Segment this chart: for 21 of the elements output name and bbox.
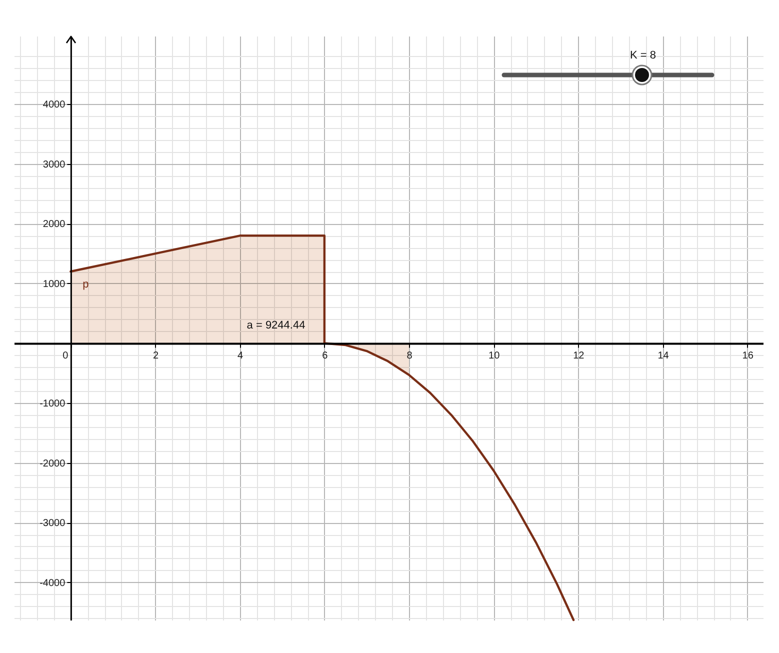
- y-tick-label: 4000: [42, 100, 66, 111]
- x-tick-label: 6: [322, 350, 328, 362]
- y-tick-label: -2000: [40, 458, 66, 470]
- line-series: [70, 234, 575, 622]
- annotation: K = 8: [630, 50, 656, 62]
- y-tick-label: -1000: [40, 398, 66, 410]
- annotation: a = 9244.44: [246, 320, 306, 332]
- x-tick-label: 4: [238, 350, 244, 362]
- x-tick-label: 8: [406, 350, 413, 362]
- y-tick-label: -4000: [40, 578, 66, 589]
- y-tick-label: 2000: [42, 219, 66, 230]
- x-tick-label: 14: [658, 350, 670, 362]
- x-tick-label: 0: [62, 350, 69, 362]
- y-tick-label: -3000: [40, 518, 66, 530]
- x-tick-label: 16: [742, 350, 754, 362]
- x-tick-label: 2: [152, 350, 159, 362]
- x-tick-label: 10: [488, 350, 500, 362]
- series-label: p: [82, 278, 89, 291]
- y-tick-label: 1000: [42, 278, 66, 290]
- y-tick-label: 3000: [42, 159, 66, 170]
- x-tick-label: 12: [573, 350, 585, 362]
